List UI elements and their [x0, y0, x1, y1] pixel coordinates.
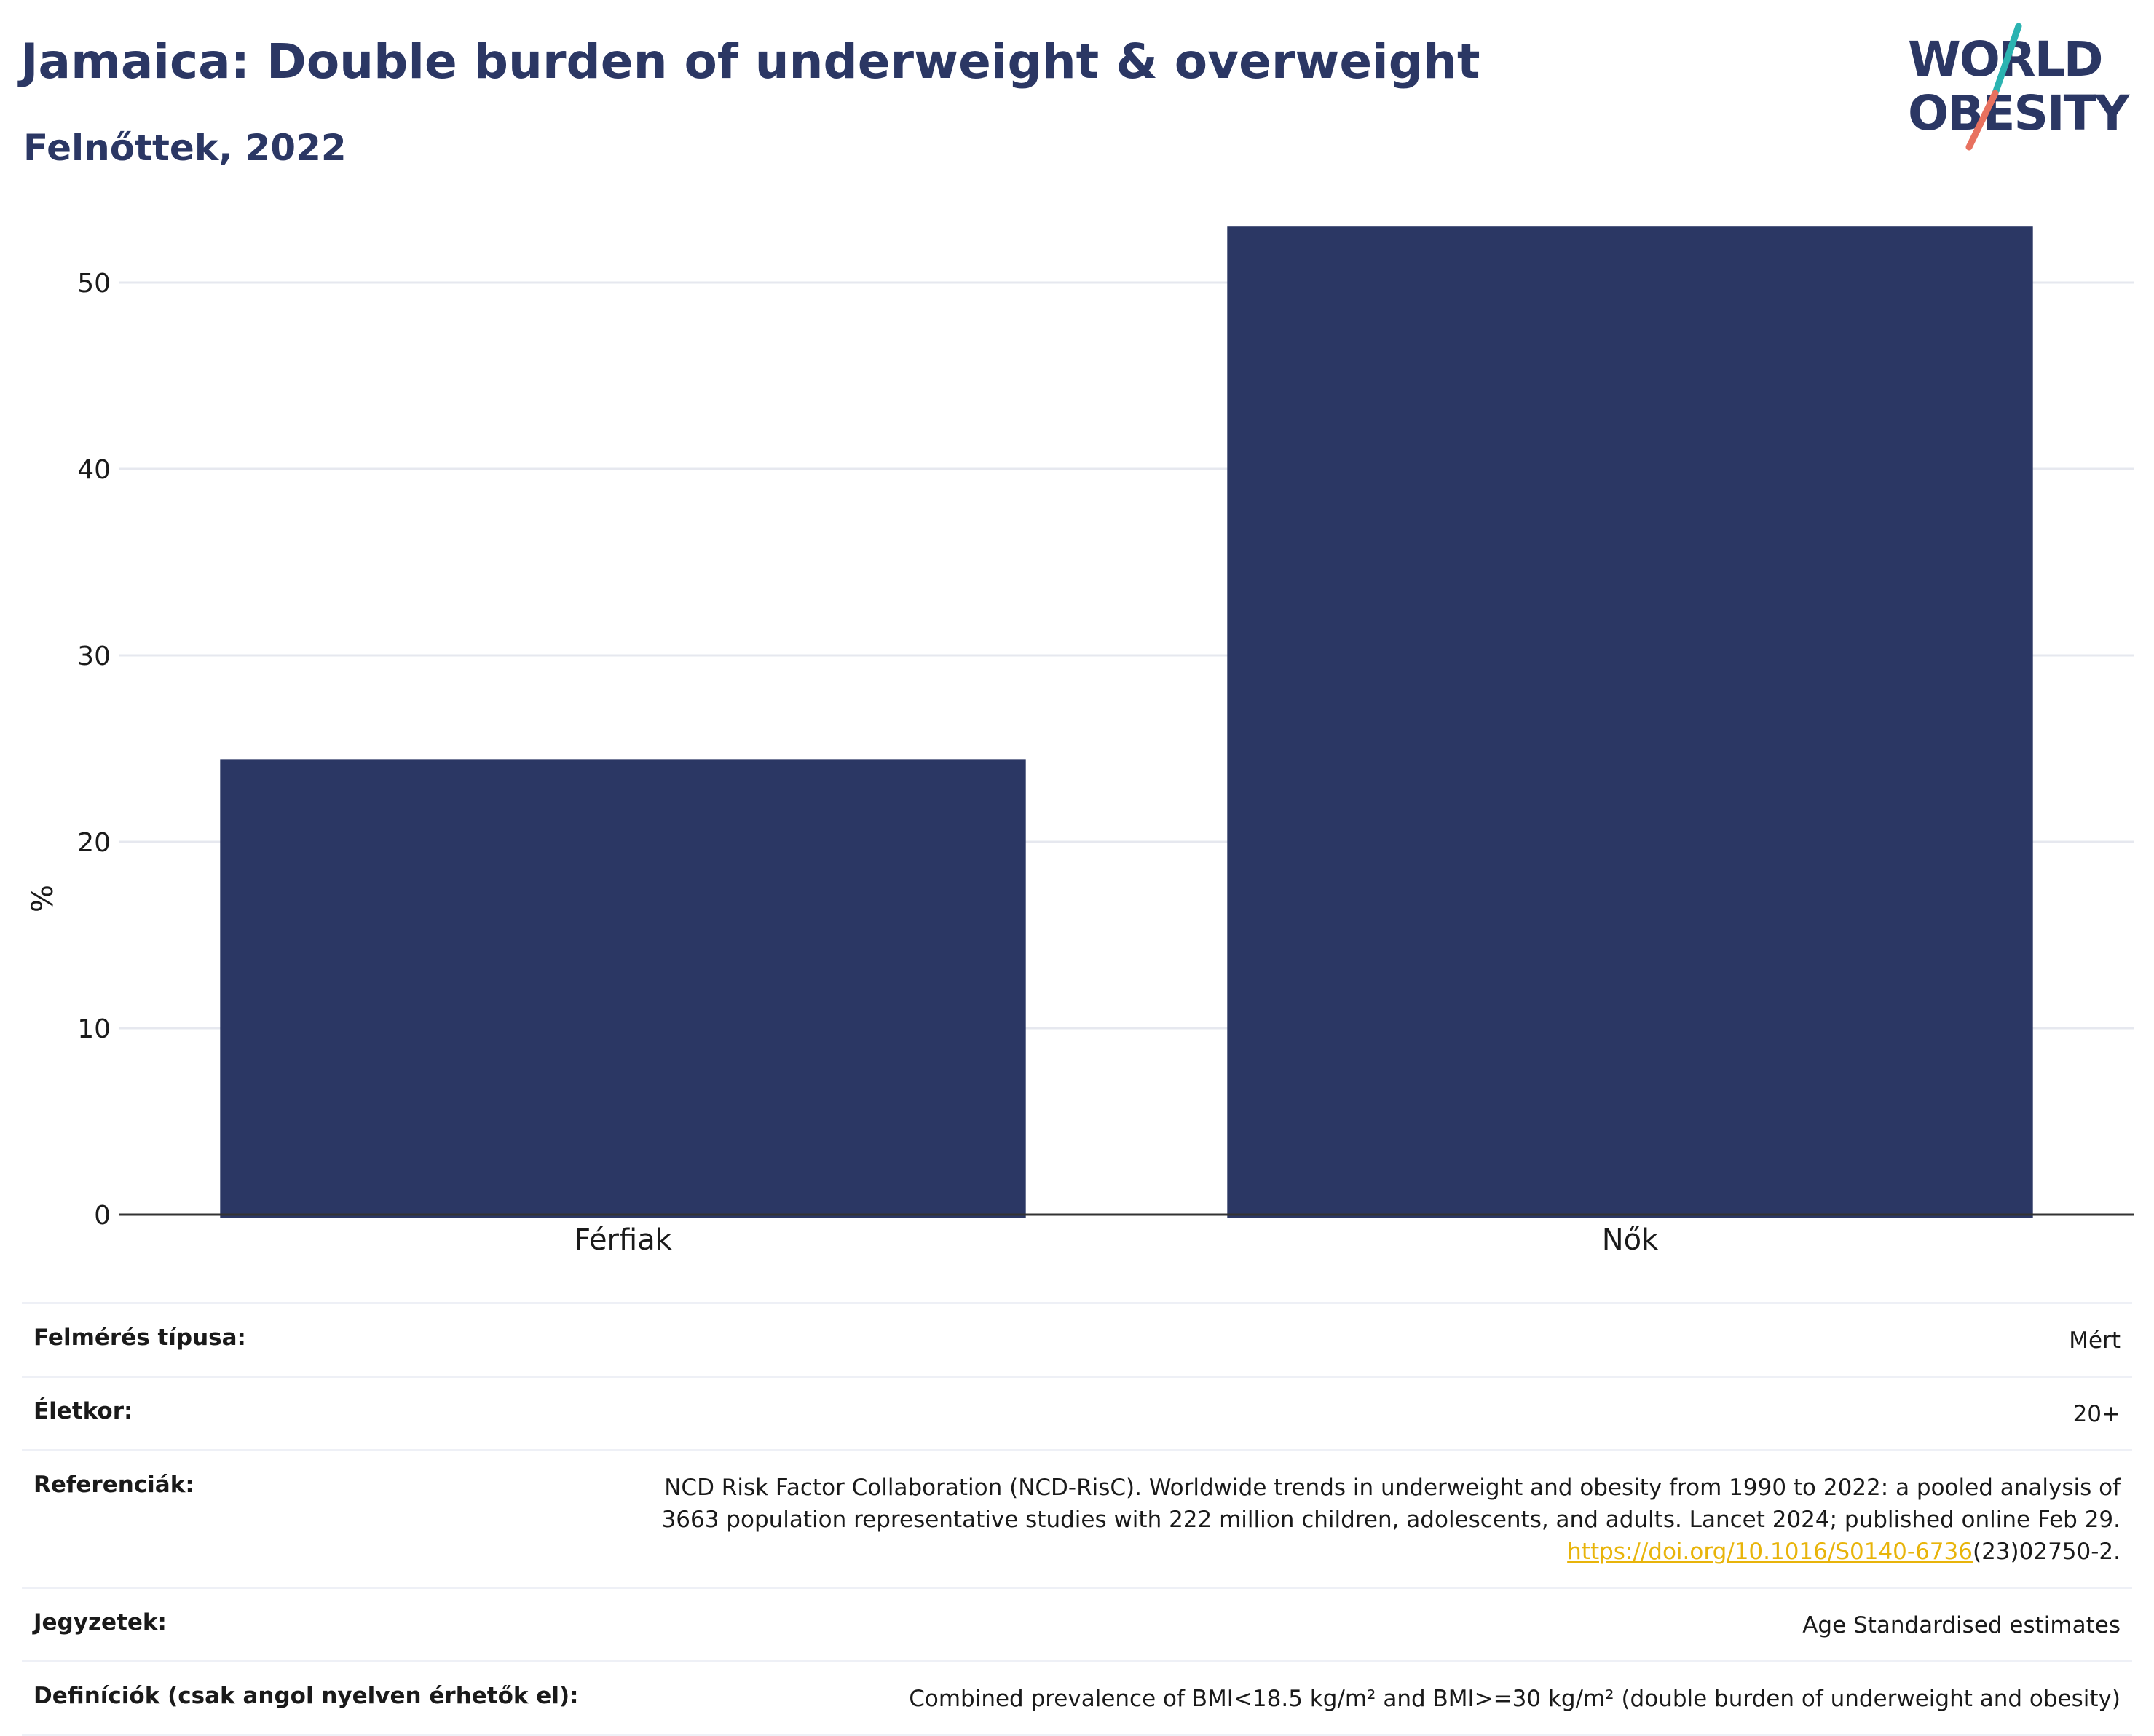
- y-tick-label-30: 30: [77, 642, 111, 671]
- age-label: Életkor:: [33, 1398, 133, 1424]
- doi-link[interactable]: https://doi.org/10.1016/S0140-6736: [1567, 1539, 1973, 1565]
- doi-suffix: (23)02750-2.: [1972, 1539, 2121, 1565]
- references-label: Referenciák:: [33, 1472, 194, 1498]
- survey-type-value: Mért: [2069, 1327, 2121, 1354]
- bar-1: [220, 760, 1026, 1218]
- y-tick-label-40: 40: [77, 455, 111, 485]
- world-obesity-logo: WORLD OBESITY: [1908, 23, 2132, 151]
- chart-subtitle: Felnőttek, 2022: [23, 127, 347, 169]
- y-tick-label-50: 50: [77, 269, 111, 299]
- x-tick-label-1: Férfiak: [574, 1223, 673, 1257]
- notes-label: Jegyzetek:: [33, 1609, 167, 1636]
- reference-line-2: 3663 population representative studies w…: [661, 1507, 2121, 1533]
- meta-row-notes: Jegyzetek: Age Standardised estimates: [22, 1587, 2132, 1660]
- x-tick-label-2: Nők: [1602, 1223, 1659, 1257]
- notes-value: Age Standardised estimates: [1802, 1612, 2121, 1638]
- logo-slash-red: [1965, 90, 1999, 151]
- logo-slash-teal: [1992, 23, 2022, 97]
- meta-row-age: Életkor: 20+: [22, 1376, 2132, 1449]
- survey-type-label: Felmérés típusa:: [33, 1325, 246, 1351]
- meta-row-definitions: Definíciók (csak angol nyelven érhetők e…: [22, 1660, 2132, 1736]
- bar-2: [1227, 226, 2033, 1218]
- bar-chart: 0 10 20 30 40 50% Férfiak Nők: [26, 226, 2134, 1257]
- logo-word-obesity: OBESITY: [1908, 85, 2131, 141]
- definitions-value: Combined prevalence of BMI<18.5 kg/m² an…: [909, 1686, 2121, 1712]
- meta-row-survey: Felmérés típusa: Mért: [22, 1302, 2132, 1376]
- reference-line-1: NCD Risk Factor Collaboration (NCD-RisC)…: [664, 1475, 2121, 1501]
- definitions-label: Definíciók (csak angol nyelven érhetők e…: [33, 1683, 579, 1709]
- y-tick-label-0: 0: [94, 1201, 111, 1231]
- metadata-table: Felmérés típusa: Mért Életkor: 20+ Refer…: [22, 1302, 2132, 1736]
- meta-row-references: Referenciák: NCD Risk Factor Collaborati…: [22, 1449, 2132, 1587]
- chart-title: Jamaica: Double burden of underweight & …: [20, 33, 1480, 90]
- y-tick-label-20: 20: [77, 828, 111, 858]
- reference-line-3: https://doi.org/10.1016/S0140-6736(23)02…: [662, 1536, 2121, 1568]
- y-tick-label-10: 10: [77, 1014, 111, 1044]
- references-value: NCD Risk Factor Collaboration (NCD-RisC)…: [662, 1472, 2121, 1568]
- age-value: 20+: [2072, 1401, 2121, 1427]
- y-axis-title: %: [26, 885, 60, 912]
